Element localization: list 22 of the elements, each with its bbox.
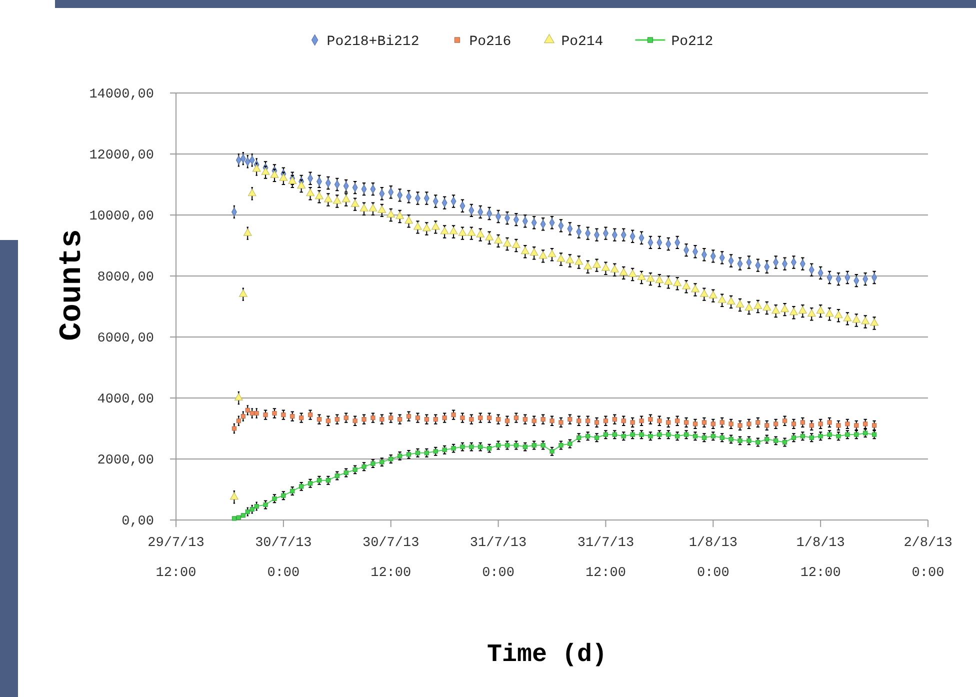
legend-label: Po216 [469, 34, 512, 50]
x-tick-label: 30/7/13 0:00 [255, 536, 312, 581]
legend-label: Po212 [671, 34, 714, 50]
legend-label: Po218+Bi212 [326, 34, 420, 50]
y-tick-label: 6000,00 [97, 332, 154, 347]
y-tick-label: 2000,00 [97, 454, 154, 469]
x-tick-label: 31/7/13 0:00 [470, 536, 527, 581]
x-axis-title: Time (d) [486, 640, 608, 669]
y-tick-label: 4000,00 [97, 392, 154, 408]
y-tick-label: 10000,00 [89, 210, 154, 225]
y-tick-label: 12000,00 [89, 148, 154, 164]
x-tick-label: 29/7/13 12:00 [148, 536, 204, 581]
y-axis-title: Counts [55, 229, 90, 341]
y-tick-label: 0,00 [122, 514, 154, 530]
x-tick-label: 30/7/13 12:00 [362, 536, 420, 581]
x-tick-label: 1/8/13 12:00 [796, 536, 845, 581]
x-tick-label: 31/7/13 12:00 [577, 536, 634, 581]
legend-label: Po214 [561, 34, 604, 50]
x-tick-label: 1/8/13 0:00 [688, 536, 738, 581]
y-tick-label: 8000,00 [97, 270, 154, 286]
x-tick-label: 2/8/13 0:00 [904, 536, 952, 581]
y-tick-label: 14000,00 [89, 88, 154, 103]
